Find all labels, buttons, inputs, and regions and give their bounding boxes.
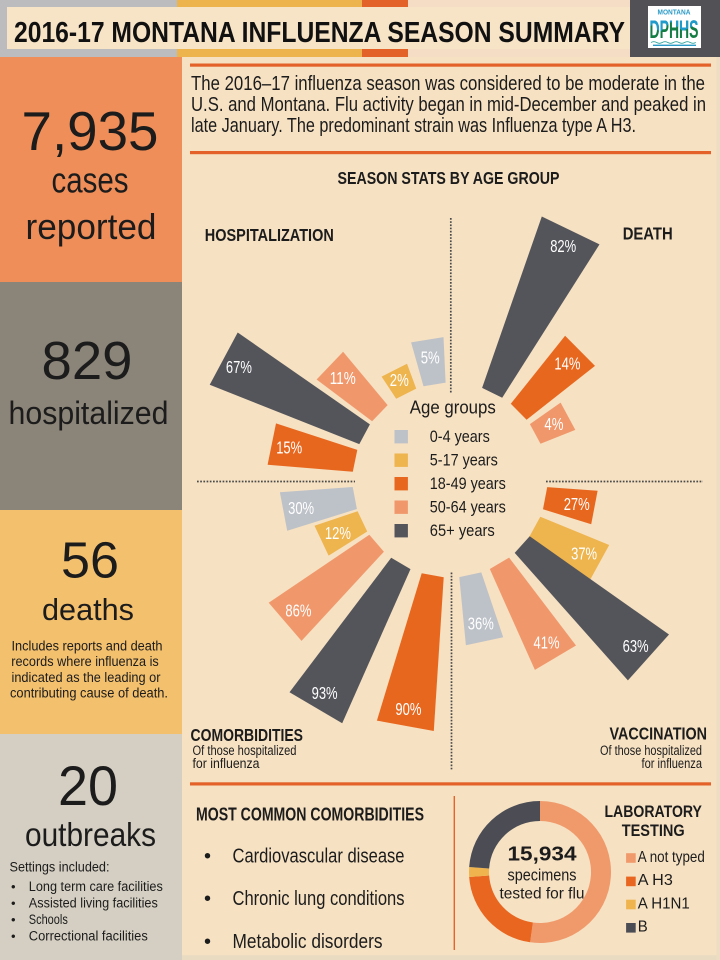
svg-text:Correctional facilities: Correctional facilities: [29, 929, 148, 944]
svg-text:90%: 90%: [395, 699, 421, 719]
svg-text:2%: 2%: [390, 370, 409, 390]
svg-text:•: •: [11, 929, 16, 944]
svg-text:•: •: [11, 879, 16, 894]
svg-text:tested for flu: tested for flu: [500, 886, 585, 903]
svg-text:2016-17 MONTANA INFLUENZA SEAS: 2016-17 MONTANA INFLUENZA SEASON SUMMARY: [14, 17, 625, 49]
svg-text:for influenza: for influenza: [642, 756, 703, 771]
svg-text:cases: cases: [52, 160, 129, 201]
svg-text:specimens: specimens: [508, 866, 577, 885]
svg-text:67%: 67%: [226, 357, 252, 377]
svg-text:•: •: [11, 895, 16, 910]
svg-text:MOST COMMON COMORBIDITIES: MOST COMMON COMORBIDITIES: [196, 803, 424, 824]
svg-text:DPHHS: DPHHS: [650, 16, 699, 44]
svg-text:A H3: A H3: [638, 872, 673, 889]
svg-text:•: •: [204, 846, 211, 868]
svg-text:COMORBIDITIES: COMORBIDITIES: [191, 725, 304, 745]
svg-text:36%: 36%: [468, 614, 494, 634]
svg-text:•: •: [204, 931, 211, 953]
svg-text:Long term care facilities: Long term care facilities: [29, 879, 163, 894]
svg-text:829: 829: [42, 331, 133, 391]
svg-text:5%: 5%: [421, 348, 440, 368]
svg-text:VACCINATION: VACCINATION: [610, 724, 708, 744]
svg-text:Includes reports and death: Includes reports and death: [12, 639, 163, 654]
svg-text:82%: 82%: [550, 236, 576, 256]
svg-text:65+ years: 65+ years: [430, 522, 495, 540]
svg-text:7,935: 7,935: [22, 100, 159, 162]
svg-text:Age groups: Age groups: [410, 398, 496, 418]
svg-text:late January. The predominant: late January. The predominant strain was…: [191, 114, 636, 137]
svg-text:HOSPITALIZATION: HOSPITALIZATION: [205, 225, 334, 245]
svg-text:15%: 15%: [276, 438, 302, 458]
svg-text:Cardiovascular disease: Cardiovascular disease: [233, 845, 405, 868]
svg-text:indicated as the leading or: indicated as the leading or: [12, 670, 161, 685]
svg-text:11%: 11%: [330, 368, 356, 388]
svg-text:MONTANA: MONTANA: [658, 10, 691, 17]
svg-text:contributing cause of death.: contributing cause of death.: [10, 686, 168, 701]
svg-text:30%: 30%: [288, 498, 314, 518]
svg-text:DEATH: DEATH: [623, 223, 673, 243]
svg-text:27%: 27%: [564, 494, 590, 514]
svg-text:Settings included:: Settings included:: [10, 859, 110, 875]
svg-text:for influenza: for influenza: [193, 756, 260, 771]
svg-text:The 2016–17 influenza season w: The 2016–17 influenza season was conside…: [191, 72, 705, 95]
svg-text:Of those hospitalized: Of those hospitalized: [600, 743, 702, 758]
svg-text:Assisted living facilities: Assisted living facilities: [29, 895, 158, 910]
svg-text:DPHHS: DPHHS: [650, 16, 699, 44]
svg-text:41%: 41%: [534, 633, 560, 653]
svg-text:LABORATORY: LABORATORY: [604, 803, 702, 821]
svg-text:A not typed: A not typed: [638, 849, 705, 866]
svg-text:B: B: [638, 919, 648, 936]
svg-text:deaths: deaths: [42, 592, 134, 627]
svg-text:5-17 years: 5-17 years: [430, 451, 498, 469]
svg-text:4%: 4%: [544, 414, 563, 434]
svg-text:93%: 93%: [312, 683, 338, 703]
svg-text:12%: 12%: [325, 523, 351, 543]
svg-text:SEASON STATS BY AGE GROUP: SEASON STATS BY AGE GROUP: [338, 168, 560, 188]
svg-text:Of those hospitalized: Of those hospitalized: [193, 743, 297, 758]
svg-text:14%: 14%: [554, 353, 580, 373]
svg-text:50-64 years: 50-64 years: [430, 498, 506, 516]
svg-text:U.S. and Montana. Flu activity: U.S. and Montana. Flu activity began in …: [191, 93, 706, 116]
svg-text:A H1N1: A H1N1: [638, 895, 690, 912]
svg-text:63%: 63%: [623, 636, 649, 656]
svg-text:outbreaks: outbreaks: [25, 816, 156, 853]
svg-text:56: 56: [61, 532, 119, 589]
svg-text:hospitalized: hospitalized: [9, 395, 169, 431]
svg-text:37%: 37%: [571, 544, 597, 564]
svg-text:Schools: Schools: [29, 912, 68, 927]
svg-text:0-4 years: 0-4 years: [430, 428, 490, 446]
svg-text:18-49 years: 18-49 years: [430, 475, 506, 493]
svg-text:86%: 86%: [285, 600, 311, 620]
svg-text:records where influenza is: records where influenza is: [11, 654, 159, 669]
svg-text:•: •: [11, 912, 16, 927]
svg-text:Chronic lung conditions: Chronic lung conditions: [233, 887, 405, 910]
svg-text:TESTING: TESTING: [622, 822, 685, 840]
svg-text:Metabolic disorders: Metabolic disorders: [233, 930, 383, 953]
svg-text:•: •: [204, 888, 211, 910]
svg-text:15,934: 15,934: [508, 844, 578, 866]
svg-text:reported: reported: [26, 206, 157, 247]
svg-text:20: 20: [58, 755, 118, 817]
